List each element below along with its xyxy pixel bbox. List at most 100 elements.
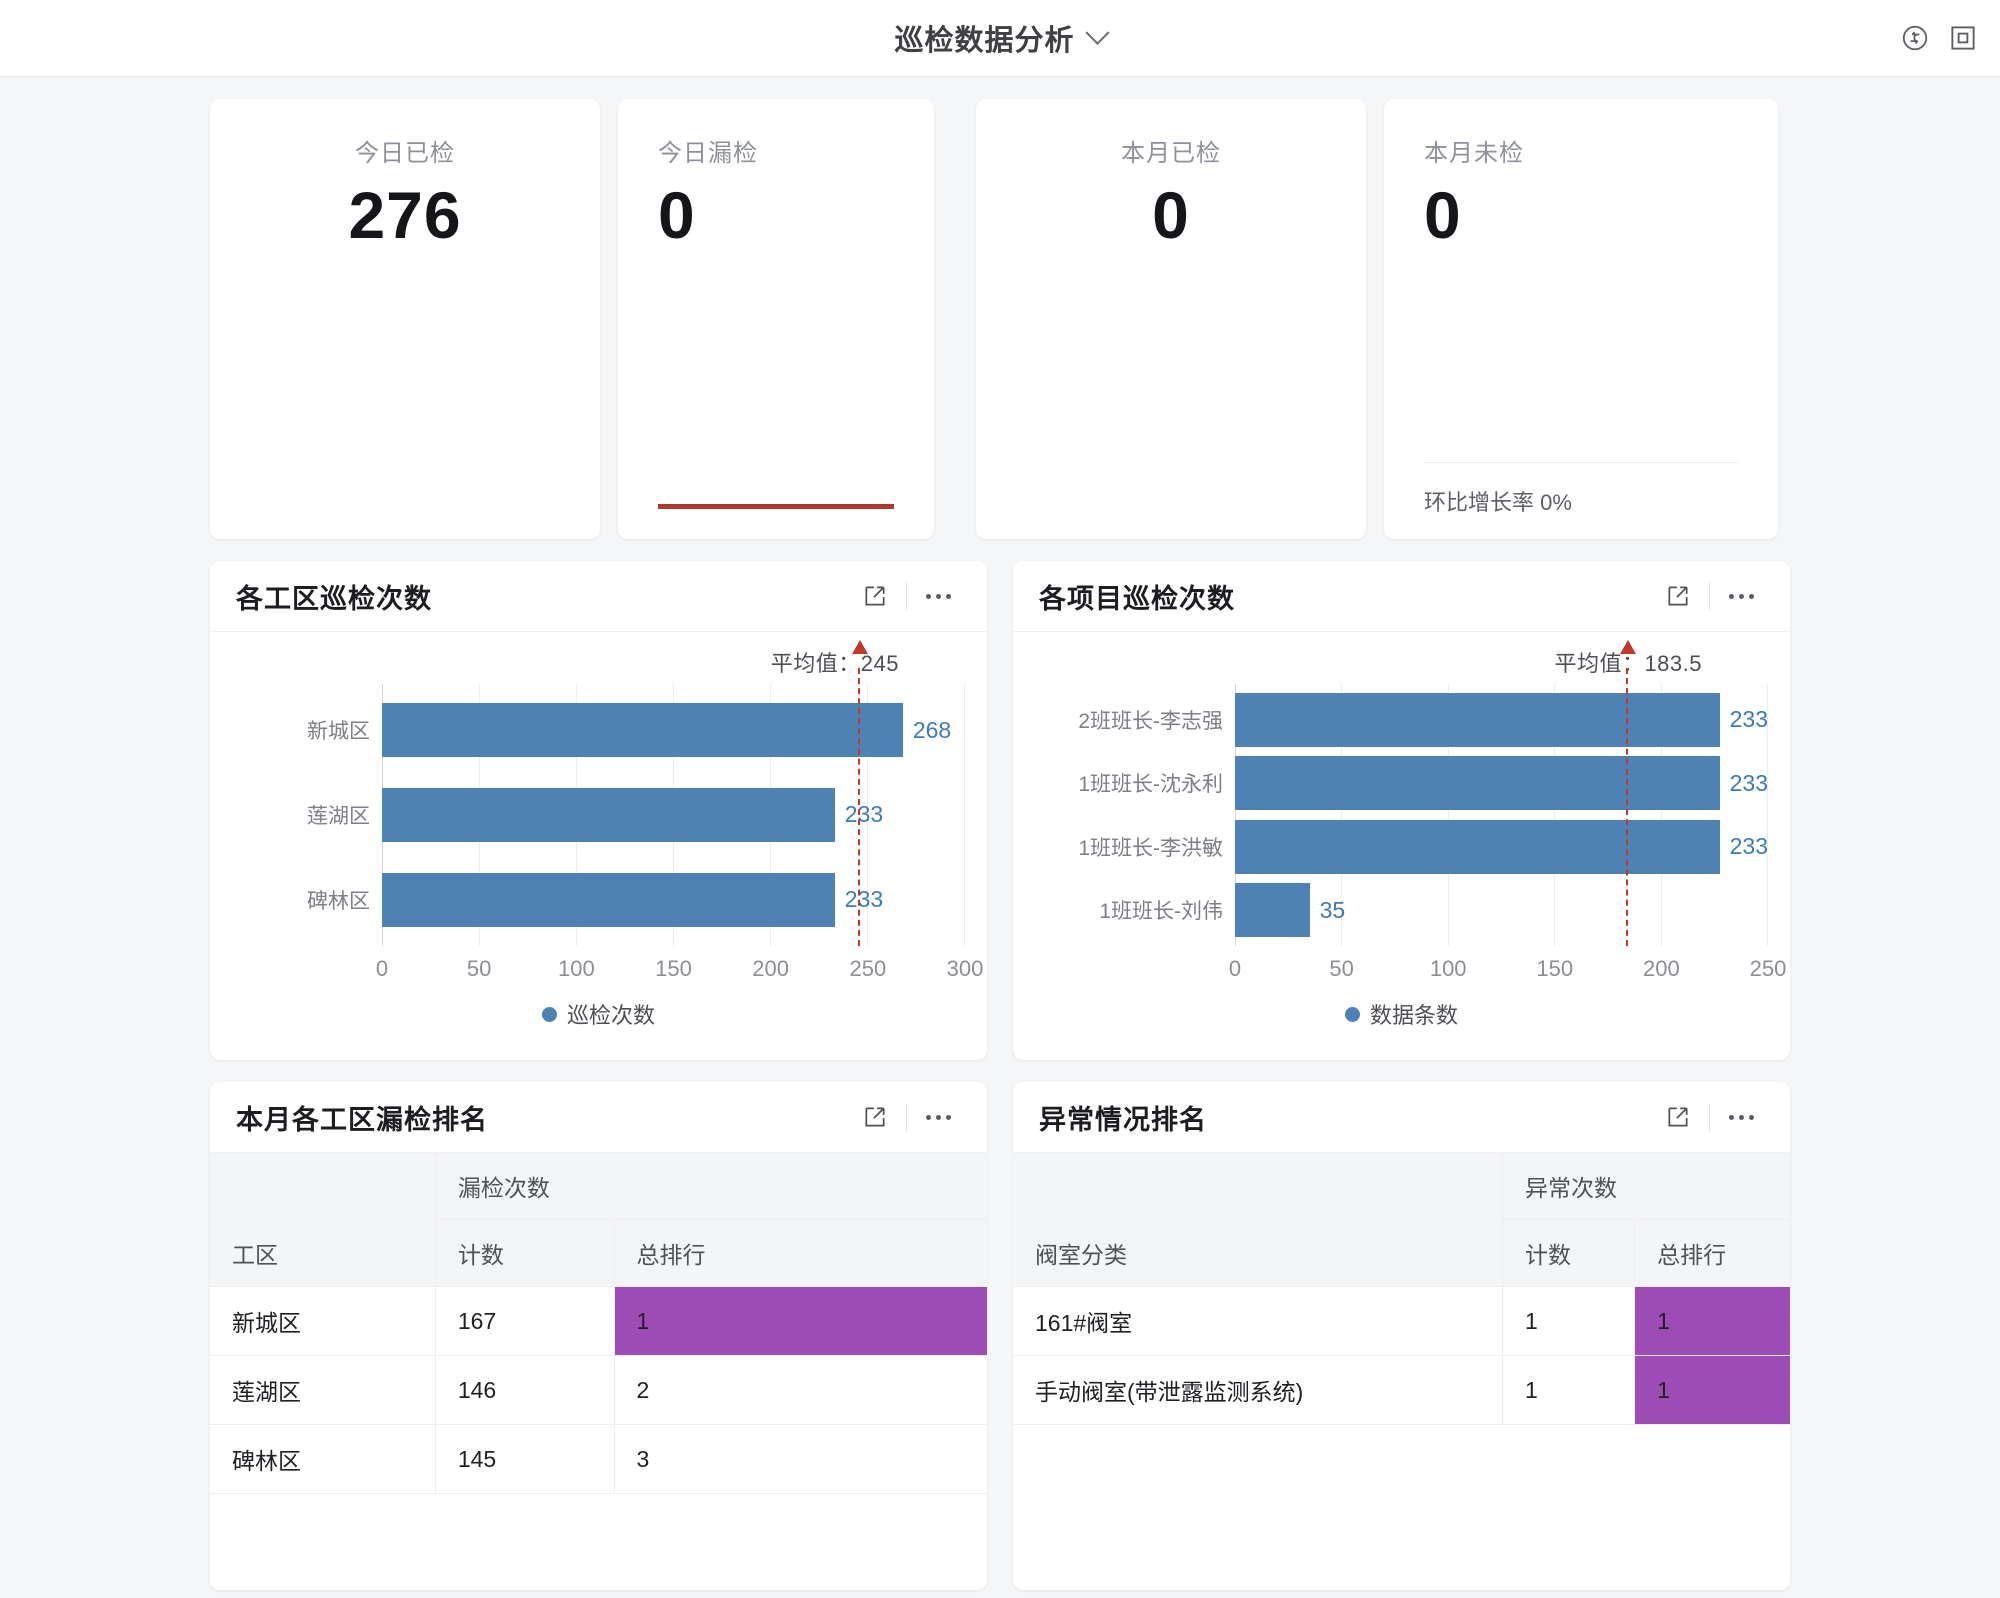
bar[interactable] [382,703,903,758]
panel-title: 各项目巡检次数 [1039,583,1235,614]
table-empty-filler [1013,1424,1790,1521]
category-label: 1班班长-刘伟 [1099,900,1223,924]
col-header-rank: 总排行 [1634,1219,1790,1287]
external-link-icon[interactable] [1655,577,1701,615]
table-empty-filler [210,1493,987,1590]
axis-ticks: 0 50 100 150 200 250 300 [376,950,983,990]
panel-table-abnormal-ranking: 异常情况排名 阀室分类 [1013,1082,1790,1590]
table-row[interactable]: 手动阀室(带泄露监测系统) 1 1 [1013,1355,1790,1425]
table-row[interactable]: 新城区 167 1 [210,1286,987,1356]
external-link-icon[interactable] [852,1098,898,1136]
page-title-dropdown[interactable]: 巡检数据分析 [894,17,1110,59]
category-label: 碑林区 [307,889,370,913]
ranking-table: 工区 漏检次数 计数 总排行 新城区 167 1 莲湖区 [210,1153,987,1590]
bar-row[interactable]: 233 [1235,756,1768,811]
bars-container: 233 233 233 35 [1235,640,1769,946]
external-link-icon[interactable] [1655,1098,1701,1136]
stat-title: 今日漏检 [658,140,758,167]
cell-count: 1 [1502,1286,1636,1356]
average-arrow-icon [852,640,869,654]
stat-card-month-unchecked[interactable]: 本月未检 0 环比增长率 0% [1384,99,1778,539]
axis-tick-label: 0 [1228,956,1242,981]
table-row[interactable]: 莲湖区 146 2 [210,1355,987,1425]
cell-count: 1 [1502,1355,1636,1425]
bar-row[interactable]: 233 [1235,692,1768,747]
cell-count: 167 [435,1286,615,1356]
legend-marker-icon [541,1006,557,1022]
chart-body: 平均值：245 新城区 莲湖区 碑林区 268 [210,632,987,1060]
cell-rank: 1 [1634,1286,1790,1356]
axis-ticks: 0 50 100 150 200 250 [1229,950,1786,990]
stat-card-month-checked[interactable]: 本月已检 0 [976,99,1366,539]
bar-value: 268 [912,716,952,743]
average-line [852,640,869,946]
chart-gridlines [1235,684,1769,946]
category-label: 新城区 [307,720,370,744]
col-header-valve-type: 阀室分类 [1013,1153,1504,1287]
category-label: 莲湖区 [307,804,370,828]
more-horizontal-icon[interactable] [1718,577,1764,615]
cell-rank: 1 [614,1286,987,1356]
bar-row[interactable]: 268 [382,703,965,758]
axis-tick-label: 50 [466,956,492,981]
chart-plot-area: 新城区 莲湖区 碑林区 268 [232,640,965,946]
category-axis: 2班班长-李志强 1班班长-沈永利 1班班长-李洪敏 1班班长-刘伟 [1035,684,1235,946]
panel-chart-work-areas: 各工区巡检次数 平均值：245 新城区 [210,561,987,1060]
external-link-icon[interactable] [852,577,898,615]
bar-value: 233 [1729,769,1768,796]
cell-rank: 3 [614,1424,987,1494]
average-label: 平均值：245 [770,651,899,676]
axis-tick-label: 50 [1329,956,1354,981]
tool-divider [1709,582,1710,610]
col-header-area: 工区 [210,1153,436,1287]
legend-marker-icon [1344,1006,1360,1022]
bar-row[interactable]: 233 [382,872,965,927]
bar[interactable] [382,787,835,842]
bars-container: 268 233 233 [382,640,965,946]
bar[interactable] [1235,819,1720,874]
stat-card-today-missed[interactable]: 今日漏检 0 [618,99,934,539]
category-label: 2班班长-李志强 [1078,709,1223,733]
col-header-group: 异常次数 [1502,1153,1790,1220]
chart-body: 平均值：183.5 2班班长-李志强 1班班长-沈永利 1班班长-李洪敏 1班班… [1013,632,1790,1060]
stat-value: 0 [1424,178,1462,252]
chart-legend[interactable]: 巡检次数 [232,998,965,1030]
bar[interactable] [382,872,835,927]
table-header-group-row: 阀室分类 异常次数 [1013,1153,1790,1287]
panel-tools [852,1098,961,1136]
sync-circle-icon[interactable] [1900,23,1930,53]
chevron-down-icon[interactable] [1084,20,1110,45]
bar[interactable] [1235,883,1310,938]
table-row[interactable]: 碑林区 145 3 [210,1424,987,1494]
bar-value: 35 [1319,896,1346,923]
chart-legend[interactable]: 数据条数 [1035,998,1768,1030]
table-header-group-row: 工区 漏检次数 [210,1153,987,1287]
col-header-count: 计数 [1502,1219,1636,1287]
stat-card-today-checked[interactable]: 今日已检 276 [210,99,600,539]
panel-header: 异常情况排名 [1013,1082,1790,1153]
bar-value: 233 [1729,833,1768,860]
more-horizontal-icon[interactable] [1718,1098,1764,1136]
panel-tools [1655,577,1764,615]
col-header-rank: 总排行 [614,1219,987,1287]
table-row[interactable]: 161#阀室 1 1 [1013,1286,1790,1356]
table-panel-row: 本月各工区漏检排名 工区 [210,1082,1790,1590]
bar-row[interactable]: 233 [382,787,965,842]
bar-row[interactable]: 35 [1235,883,1768,938]
panel-header: 各工区巡检次数 [210,561,987,632]
col-header-count: 计数 [435,1219,615,1287]
axis-tick-label: 250 [849,956,887,981]
more-horizontal-icon[interactable] [915,1098,961,1136]
bar-row[interactable]: 233 [1235,819,1768,874]
cell-area: 新城区 [210,1286,436,1356]
square-stop-icon[interactable] [1948,23,1978,53]
cell-rank: 1 [1634,1355,1790,1425]
bar-value: 233 [1729,706,1768,733]
axis-tick-label: 150 [1536,956,1574,981]
axis-tick-label: 0 [375,956,389,981]
page-title: 巡检数据分析 [894,25,1075,57]
col-header-group: 漏检次数 [435,1153,987,1220]
more-horizontal-icon[interactable] [915,577,961,615]
bar[interactable] [1235,756,1720,811]
bar[interactable] [1235,692,1720,747]
